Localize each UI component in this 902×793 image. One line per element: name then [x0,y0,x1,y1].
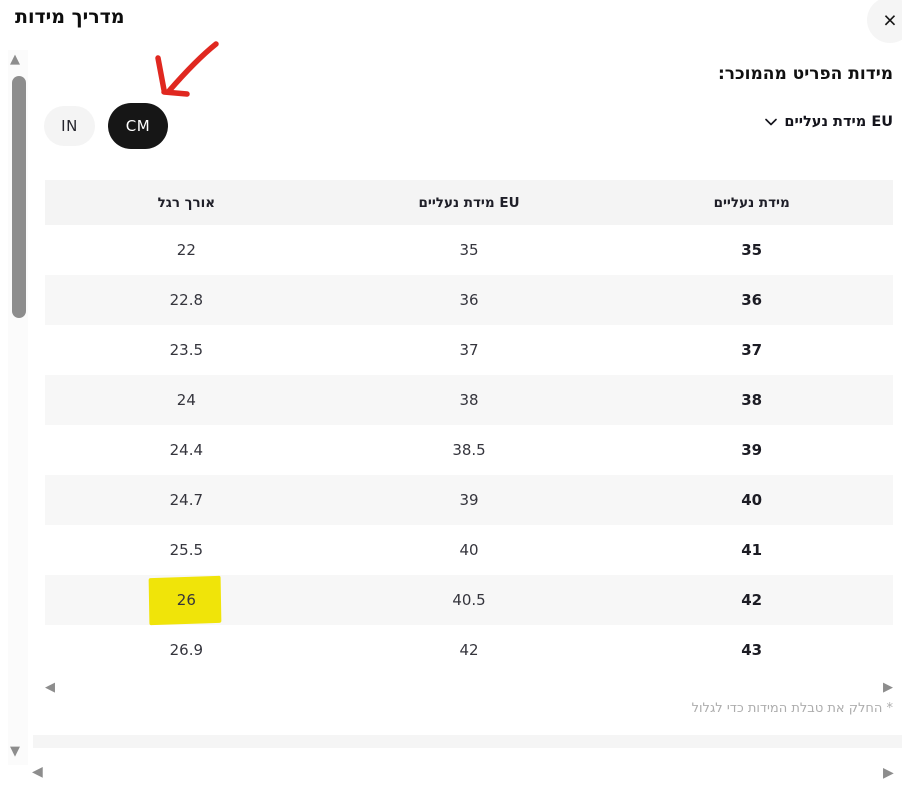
chevron-down-icon [765,118,778,126]
table-row: 38 38 24 [45,375,893,425]
table-scroll-right-icon[interactable]: ▶ [883,679,893,695]
cell-value: 25.5 [169,541,204,559]
table-row: 39 38.5 24.4 [45,425,893,475]
column-header: מידת נעליים [713,194,790,211]
table-cell: 42 [328,625,611,675]
table-cell: 24.4 [45,425,328,475]
bottom-scroll-right-icon[interactable]: ▶ [883,765,894,781]
table-cell: 37 [328,325,611,375]
annotation-arrow-icon [155,41,219,97]
table-cell: 23.5 [45,325,328,375]
size-table-body: 35 35 22 36 36 22.8 37 37 23.5 38 38 24 39 38.5 24.4 40… [45,225,893,675]
cell-value: 26.9 [169,641,204,659]
unit-in-button[interactable]: IN [44,106,95,146]
cell-value: 38 [459,391,479,409]
table-cell: 43 [610,625,893,675]
table-row: 37 37 23.5 [45,325,893,375]
table-scroll-left-icon[interactable]: ◀ [45,679,55,695]
cell-value: 24 [176,391,196,409]
table-cell: 36 [328,275,611,325]
cell-value: 24.4 [169,441,204,459]
table-cell: 37 [610,325,893,375]
table-cell: 26 [45,575,328,626]
table-cell: 38 [328,375,611,425]
size-table: מידת נעליים EU מידת נעליים אורך רגל 35 35 22… [45,180,893,675]
cell-value: 43 [741,641,763,659]
table-header-row: מידת נעליים EU מידת נעליים אורך רגל [45,180,893,225]
table-row: 35 35 22 [45,225,893,275]
cell-value: 42 [741,591,763,609]
table-cell: 39 [328,475,611,525]
table-cell: 22.8 [45,275,328,325]
table-row: 41 40 25.5 [45,525,893,575]
cell-value: 40 [741,491,763,509]
table-cell: 40.5 [328,575,611,625]
size-system-dropdown[interactable]: EU מידת נעליים [765,114,893,130]
column-header: אורך רגל [157,194,216,211]
size-system-label: EU מידת נעליים [784,114,893,130]
seller-sizes-heading: מידות הפריט מהמוכר: [717,64,893,84]
page-title: מדריך מידות [15,6,125,28]
cell-value: 24.7 [169,491,204,509]
cell-value: 39 [459,491,479,509]
cell-value: 39 [741,441,763,459]
cell-value: 35 [459,241,479,259]
scroll-up-icon[interactable]: ▲ [10,52,20,67]
scroll-down-icon[interactable]: ▼ [10,744,20,759]
bottom-scroll-left-icon[interactable]: ◀ [32,764,43,780]
table-cell: 38.5 [328,425,611,475]
cell-value: 38.5 [452,441,486,459]
table-cell: 40 [328,525,611,575]
vertical-scrollbar-thumb[interactable] [12,76,26,318]
cell-value: 36 [459,291,479,309]
table-cell: 22 [45,225,328,275]
scroll-footnote: * החלק את טבלת המידות כדי לגלול [691,701,893,716]
close-icon: × [883,6,897,33]
table-cell: 39 [610,425,893,475]
cell-value: 38 [741,391,763,409]
cell-value: 26 [176,591,196,609]
table-cell: 42 [610,575,893,625]
cell-value: 36 [741,291,763,309]
table-scroll-hint: ▶ ◀ [45,676,893,698]
table-row: 42 40.5 26 [45,575,893,626]
cell-value: 22.8 [169,291,204,309]
cell-value: 42 [459,641,479,659]
table-row: 40 39 24.7 [45,475,893,525]
table-cell: 25.5 [45,525,328,575]
table-row: 36 36 22.8 [45,275,893,325]
table-cell: 38 [610,375,893,425]
cell-value: 23.5 [169,341,204,359]
table-cell: 24 [45,375,328,425]
close-button[interactable]: × [867,0,902,43]
table-cell: 35 [328,225,611,275]
table-cell: 26.9 [45,625,328,675]
table-cell: 36 [610,275,893,325]
unit-cm-button[interactable]: CM [108,103,168,149]
unit-toggle: IN CM [44,103,168,149]
cell-value: 35 [741,241,763,259]
table-cell: 40 [610,475,893,525]
cell-value: 37 [459,341,479,359]
cell-value: 40 [459,541,479,559]
table-cell: 35 [610,225,893,275]
table-row: 43 42 26.9 [45,625,893,675]
column-header: EU מידת נעליים [418,194,520,211]
table-cell: 41 [610,525,893,575]
horizontal-scrollbar-track[interactable] [33,735,902,748]
table-cell: 24.7 [45,475,328,525]
cell-value: 37 [741,341,763,359]
cell-value: 40.5 [452,591,486,609]
cell-value: 41 [741,541,763,559]
cell-value: 22 [176,241,196,259]
